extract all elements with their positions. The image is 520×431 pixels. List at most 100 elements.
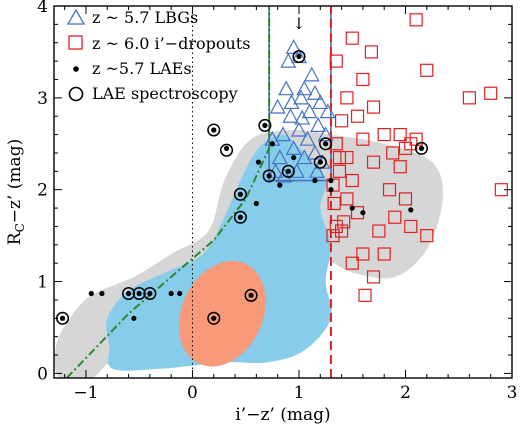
lae-spectroscopy-point [132, 286, 146, 301]
y-axis-title-main: R [5, 231, 25, 245]
dropout-point [327, 196, 341, 211]
lbg-point [294, 109, 311, 125]
dropout-point [382, 183, 397, 197]
dropout-point [329, 137, 343, 151]
dropout-point [393, 160, 407, 174]
x-tick-label: 3 [507, 383, 518, 403]
x-axis-title: i’−z’ (mag) [235, 405, 330, 425]
legend-square-icon [68, 35, 83, 50]
lae-spectroscopy-point [313, 155, 327, 169]
y-tick-label: 3 [37, 89, 48, 109]
dropout-point [409, 13, 423, 27]
lae-point [168, 290, 174, 297]
lbg-point [296, 80, 313, 96]
dropout-point [356, 247, 370, 261]
dropout-point [345, 31, 359, 45]
dropout-point [332, 150, 347, 165]
lbg-point [283, 94, 300, 110]
lae-point [99, 290, 105, 297]
dropout-point [340, 91, 354, 105]
lae-point [88, 290, 94, 297]
lae-spectroscopy-point [262, 169, 276, 183]
legend-lae-label: z ~5.7 LAEs [92, 59, 192, 78]
dropout-point [334, 224, 349, 238]
dropout-point [326, 229, 340, 243]
upper-limit-arrow: ↓ [292, 14, 305, 33]
dropout-point [484, 86, 498, 100]
lae-spectroscopy-point [281, 164, 295, 178]
y-tick-label: 1 [37, 273, 48, 293]
y-axis-title-rest: −z’ (mag) [5, 139, 25, 223]
lae-spectroscopy-point [233, 187, 247, 201]
dropout-point [340, 192, 354, 206]
x-tick-label: 1 [294, 383, 305, 403]
lae-point [408, 207, 414, 213]
dropout-point [386, 146, 400, 160]
dropout-point [398, 141, 413, 155]
lae-spectroscopy-point [207, 311, 221, 325]
dropout-point [366, 100, 381, 114]
lae-spectroscopy-point [319, 137, 333, 151]
lbg-point [303, 66, 320, 82]
lae-point [223, 145, 230, 151]
y-tick-label: 0 [37, 364, 48, 384]
lae-point [59, 315, 66, 321]
lae-point [349, 205, 355, 211]
dropout-point [366, 270, 381, 284]
lbg-point [288, 163, 305, 178]
lae-spectroscopy-point [244, 288, 258, 302]
dropout-point [350, 109, 365, 123]
lbg-point [299, 130, 316, 146]
lae-spectroscopy-point [233, 210, 247, 224]
lae-point [285, 168, 291, 174]
lae-point [237, 191, 243, 197]
dropout-point [345, 173, 359, 188]
lae-spectroscopy-point [122, 286, 136, 301]
dropout-point [340, 150, 354, 165]
dropout-point [398, 192, 413, 206]
dropout-point [404, 219, 418, 234]
x-tick-label: −1 [73, 383, 98, 403]
lae-point [360, 210, 366, 216]
dropout-point [358, 288, 372, 302]
lae-point [211, 315, 217, 321]
lbg-point [293, 89, 310, 105]
contour-inner [178, 260, 266, 367]
lbg-point [269, 98, 286, 114]
lae-point [418, 145, 425, 151]
dropout-point [334, 114, 349, 128]
lae-spectroscopy-point [143, 286, 157, 301]
legend-dot-icon [73, 66, 79, 72]
dropout-point [337, 215, 351, 229]
lae-point [248, 292, 254, 298]
lae-point [177, 290, 183, 297]
x-tick-label: 2 [400, 383, 411, 403]
legend-circle-icon [68, 86, 84, 102]
dropout-point [393, 127, 407, 142]
x-tick-label: 0 [187, 383, 198, 403]
lbg-point [296, 149, 313, 165]
dropout-point [345, 256, 359, 270]
y-tick-label: 4 [37, 0, 48, 17]
dropout-point [332, 164, 347, 178]
lbg-point [285, 140, 302, 155]
lbg-point [280, 52, 297, 68]
lae-spectroscopy-point [207, 123, 221, 137]
y-tick-label: 2 [37, 181, 48, 201]
plot-frame [53, 5, 513, 379]
lae-point [211, 127, 217, 133]
dropout-point [462, 91, 476, 105]
lbg-point [274, 126, 292, 142]
lbg-point [317, 126, 334, 142]
lae-point [136, 290, 142, 297]
lae-point [255, 159, 262, 165]
lae-point [266, 173, 272, 179]
lae-point [237, 214, 243, 220]
legend-dropout-label: z ~ 6.0 i’−dropouts [92, 34, 251, 53]
plot-area [54, 6, 508, 378]
dropout-point [388, 210, 402, 224]
legend: z ~ 5.7 LBGs z ~ 6.0 i’−dropouts z ~5.7 … [66, 8, 251, 103]
lae-spectroscopy-point [258, 118, 272, 132]
density-contours [54, 129, 444, 378]
